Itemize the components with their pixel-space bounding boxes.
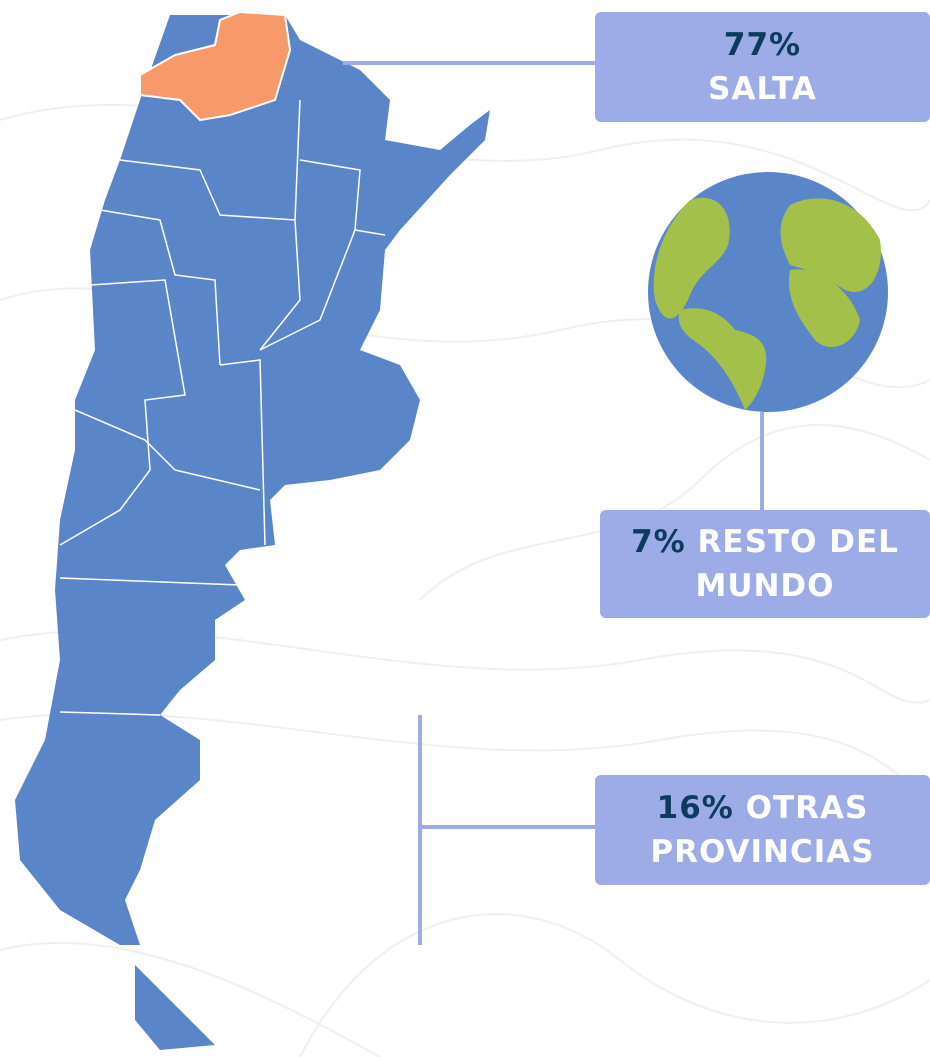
callout-box: 7% RESTO DEL MUNDO [600, 510, 930, 618]
tierra-del-fuego [135, 965, 215, 1050]
province-borders [59, 99, 386, 716]
globe-icon [648, 172, 888, 412]
callout-percent: 16% [656, 790, 734, 826]
callout-label: OTRAS PROVINCIAS [650, 790, 875, 870]
callout-label: SALTA [708, 71, 817, 107]
callout-label: RESTO DEL MUNDO [695, 524, 899, 604]
connector-lines [343, 61, 764, 945]
callout-box: 77% SALTA [595, 12, 930, 122]
callout-percent: 7% [631, 524, 686, 560]
argentina-map [15, 15, 490, 945]
callout-percent: 77% [723, 27, 802, 63]
salta-region [139, 10, 292, 122]
callout-box: 16% OTRAS PROVINCIAS [595, 775, 930, 885]
